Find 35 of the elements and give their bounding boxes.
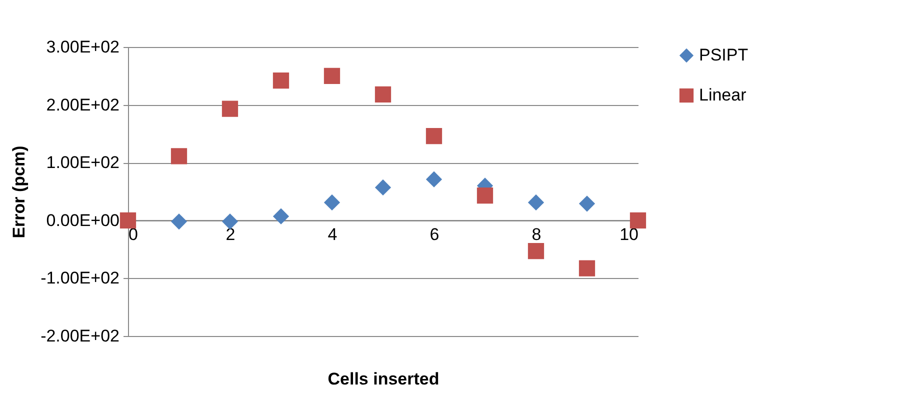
- y-tick-label: -2.00E+02: [40, 326, 120, 346]
- x-tick-label: 8: [532, 224, 542, 244]
- point: [120, 212, 136, 228]
- point: [630, 212, 646, 228]
- point: [528, 242, 544, 260]
- x-tick-label: 10: [620, 224, 638, 244]
- x-tick-label: 4: [328, 224, 338, 244]
- point: [374, 86, 392, 102]
- point: [578, 196, 596, 212]
- point: [272, 208, 290, 224]
- point: [170, 213, 188, 230]
- y-tick-label: 0.00E+00: [46, 210, 120, 230]
- point: [170, 148, 188, 164]
- y-axis-title: Error (pcm): [10, 146, 29, 238]
- point: [476, 187, 494, 204]
- point: [324, 68, 340, 84]
- point: [426, 171, 442, 188]
- point: [374, 179, 392, 196]
- y-tick-label: 1.00E+02: [46, 153, 120, 172]
- point: [528, 194, 544, 211]
- y-tick-label: 2.00E+02: [46, 95, 120, 114]
- point: [272, 72, 290, 89]
- x-axis-title: Cells inserted: [328, 370, 440, 388]
- point: [222, 213, 238, 230]
- y-tick-label: -1.00E+02: [40, 268, 120, 288]
- point: [426, 128, 442, 144]
- point: [222, 100, 238, 117]
- x-tick-label: 6: [430, 224, 440, 244]
- y-tick-label: 3.00E+02: [46, 38, 120, 56]
- x-tick-label: 0: [128, 224, 138, 244]
- point: [578, 260, 596, 276]
- legend-label: PSIPT: [699, 46, 748, 64]
- point: [324, 194, 340, 211]
- legend-label: Linear: [699, 86, 747, 104]
- x-tick-label: 2: [226, 224, 236, 244]
